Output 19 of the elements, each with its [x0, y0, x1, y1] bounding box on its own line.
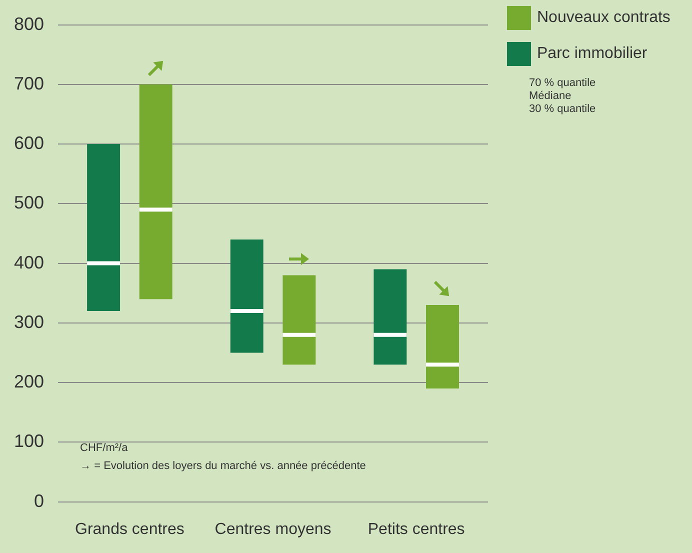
x-tick-label: Grands centres: [75, 520, 184, 538]
text: 70 % quantile: [529, 77, 597, 90]
annotation: → = Evolution des loyers du marché vs. année précédente: [80, 460, 366, 472]
y-tick-label: 200: [14, 372, 44, 392]
y-tick-label: 400: [14, 252, 44, 272]
x-tick-label: Centres moyens: [214, 520, 332, 538]
legend-label: Parc immobilier: [537, 45, 648, 63]
y-tick-label: 100: [14, 431, 44, 452]
y-tick-label: 300: [14, 312, 44, 332]
y-tick-label: 700: [14, 73, 44, 94]
y-tick-label: 500: [14, 192, 44, 213]
x-tick-label: Petits centres: [368, 520, 465, 538]
text: Médiane: [529, 90, 572, 103]
y-tick-label: 600: [14, 133, 44, 154]
annotation: CHF/m²/a: [80, 442, 128, 454]
legend-label: Nouveaux contrats: [537, 9, 670, 27]
y-tick-label: 0: [34, 490, 44, 511]
y-tick-label: 800: [14, 14, 44, 34]
text: 30 % quantile: [529, 103, 597, 116]
